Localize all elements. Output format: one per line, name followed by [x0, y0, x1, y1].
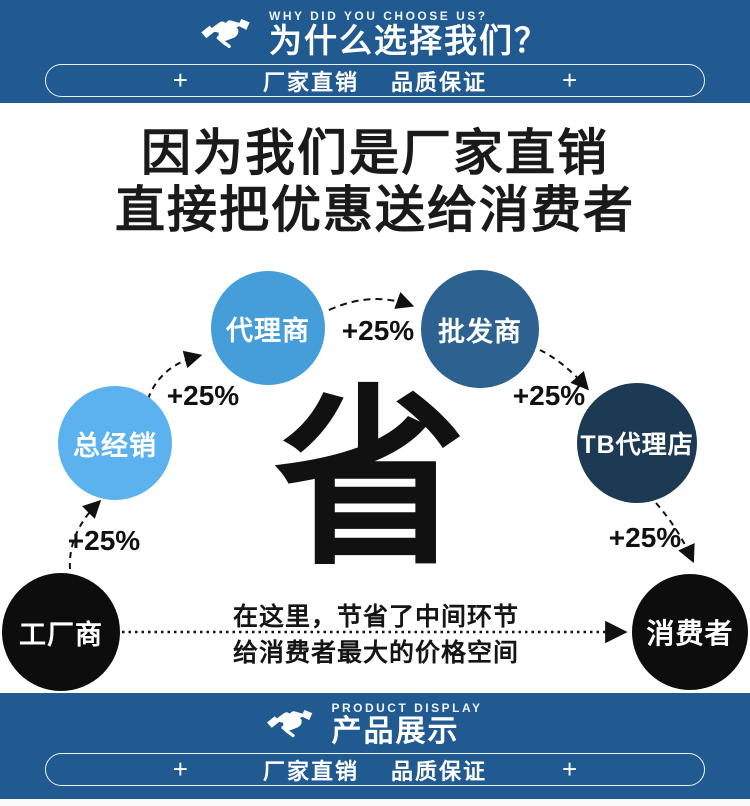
main-headline: 因为我们是厂家直销 直接把优惠送给消费者: [0, 125, 750, 239]
plus-decoration-right: +: [562, 754, 578, 784]
node-general-distributor-label: 总经销: [73, 430, 157, 461]
banner-item-quality: 品质保证: [391, 69, 488, 95]
banner-item-direct-sale: 厂家直销: [262, 69, 359, 95]
headline-line1: 因为我们是厂家直销: [141, 125, 609, 181]
header-titles: WHY DID YOU CHOOSE US? 为什么选择我们？: [269, 9, 549, 59]
increment-label-2: +25%: [166, 380, 240, 411]
note-line1: 在这里，节省了中间环节: [232, 603, 520, 631]
increment-label-1: +25%: [67, 525, 141, 556]
header-slogan-banner: + 厂家直销 品质保证 +: [45, 64, 705, 98]
header-title-group: WHY DID YOU CHOOSE US? 为什么选择我们？: [0, 9, 750, 59]
node-agent-label: 代理商: [226, 315, 310, 346]
header-tagline-en: WHY DID YOU CHOOSE US?: [269, 9, 488, 23]
node-factory-label: 工厂商: [19, 619, 103, 650]
save-character: 省: [274, 372, 466, 587]
plus-decoration-right: +: [562, 65, 578, 96]
headline-line2: 直接把优惠送给消费者: [115, 182, 635, 238]
bottom-strip: [0, 799, 750, 806]
header-band: WHY DID YOU CHOOSE US? 为什么选择我们？ + 厂家直销 品…: [0, 0, 750, 103]
increment-label-4: +25%: [512, 380, 586, 411]
supply-chain-diagram: 因为我们是厂家直销 直接把优惠送给消费者 工厂商: [0, 103, 750, 693]
node-factory: 工厂商: [2, 573, 120, 691]
node-wholesaler-label: 批发商: [438, 316, 522, 347]
node-consumer: 消费者: [632, 574, 748, 690]
node-tb-agent-store-label: TB代理店: [580, 431, 694, 459]
footer-tagline-en: PRODUCT DISPLAY: [331, 701, 483, 715]
arrow-agent-to-wholesaler: [328, 291, 415, 311]
header-title: 为什么选择我们？: [269, 22, 549, 59]
node-tb-agent-store: TB代理店: [577, 383, 697, 503]
increment-label-5: +25%: [608, 522, 682, 553]
node-wholesaler: 批发商: [421, 270, 539, 388]
increment-label-3: +25%: [341, 315, 415, 346]
footer-band: PRODUCT DISPLAY 产品展示 + 厂家直销 品质保证 +: [0, 693, 750, 799]
node-consumer-label: 消费者: [646, 618, 734, 649]
banner-item-quality: 品质保证: [391, 758, 488, 784]
footer-slogan-banner: + 厂家直销 品质保证 +: [45, 753, 705, 786]
handshake-icon: [201, 14, 255, 59]
footer-titles: PRODUCT DISPLAY 产品展示: [331, 701, 482, 748]
footer-title: 产品展示: [331, 715, 460, 748]
banner-item-direct-sale: 厂家直销: [262, 758, 359, 784]
node-general-distributor: 总经销: [58, 386, 172, 500]
plus-decoration-left: +: [172, 65, 188, 96]
node-agent: 代理商: [211, 271, 325, 385]
handshake-icon: [267, 705, 317, 748]
footer-title-group: PRODUCT DISPLAY 产品展示: [0, 701, 750, 748]
note-line2: 给消费者最大的价格空间: [232, 639, 520, 667]
plus-decoration-left: +: [172, 754, 188, 784]
